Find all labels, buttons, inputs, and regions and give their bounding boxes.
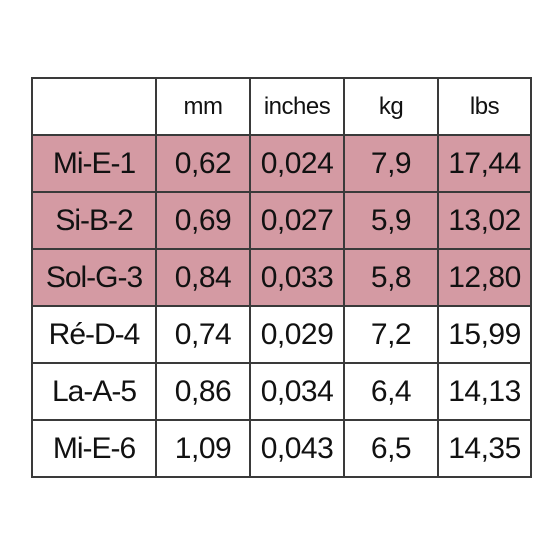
mm-cell: 0,84 bbox=[155, 248, 251, 307]
inches-cell: 0,029 bbox=[249, 305, 345, 364]
table-row: La-A-5 0,86 0,034 6,4 14,13 bbox=[31, 362, 532, 421]
row-name-cell: Mi-E-1 bbox=[31, 134, 157, 193]
table-row: Sol-G-3 0,84 0,033 5,8 12,80 bbox=[31, 248, 532, 307]
row-name-cell: La-A-5 bbox=[31, 362, 157, 421]
lbs-cell: 14,13 bbox=[437, 362, 532, 421]
row-name-cell: Sol-G-3 bbox=[31, 248, 157, 307]
inches-cell: 0,034 bbox=[249, 362, 345, 421]
row-name-cell: Ré-D-4 bbox=[31, 305, 157, 364]
header-cell-empty bbox=[31, 77, 157, 136]
row-name-cell: Mi-E-6 bbox=[31, 419, 157, 478]
header-cell-lbs: lbs bbox=[437, 77, 532, 136]
kg-cell: 6,4 bbox=[343, 362, 439, 421]
inches-cell: 0,027 bbox=[249, 191, 345, 250]
lbs-cell: 12,80 bbox=[437, 248, 532, 307]
kg-cell: 5,9 bbox=[343, 191, 439, 250]
string-gauge-table: mm inches kg lbs Mi-E-1 0,62 0,024 7,9 1… bbox=[31, 77, 532, 478]
header-cell-kg: kg bbox=[343, 77, 439, 136]
lbs-cell: 14,35 bbox=[437, 419, 532, 478]
mm-cell: 1,09 bbox=[155, 419, 251, 478]
mm-cell: 0,74 bbox=[155, 305, 251, 364]
lbs-cell: 15,99 bbox=[437, 305, 532, 364]
kg-cell: 5,8 bbox=[343, 248, 439, 307]
lbs-cell: 17,44 bbox=[437, 134, 532, 193]
header-row: mm inches kg lbs bbox=[31, 77, 532, 136]
mm-cell: 0,69 bbox=[155, 191, 251, 250]
kg-cell: 6,5 bbox=[343, 419, 439, 478]
table-row: Mi-E-1 0,62 0,024 7,9 17,44 bbox=[31, 134, 532, 193]
inches-cell: 0,024 bbox=[249, 134, 345, 193]
lbs-cell: 13,02 bbox=[437, 191, 532, 250]
row-name-cell: Si-B-2 bbox=[31, 191, 157, 250]
kg-cell: 7,9 bbox=[343, 134, 439, 193]
table-row: Si-B-2 0,69 0,027 5,9 13,02 bbox=[31, 191, 532, 250]
table-row: Mi-E-6 1,09 0,043 6,5 14,35 bbox=[31, 419, 532, 478]
kg-cell: 7,2 bbox=[343, 305, 439, 364]
header-cell-inches: inches bbox=[249, 77, 345, 136]
mm-cell: 0,86 bbox=[155, 362, 251, 421]
inches-cell: 0,033 bbox=[249, 248, 345, 307]
mm-cell: 0,62 bbox=[155, 134, 251, 193]
inches-cell: 0,043 bbox=[249, 419, 345, 478]
table-row: Ré-D-4 0,74 0,029 7,2 15,99 bbox=[31, 305, 532, 364]
header-cell-mm: mm bbox=[155, 77, 251, 136]
